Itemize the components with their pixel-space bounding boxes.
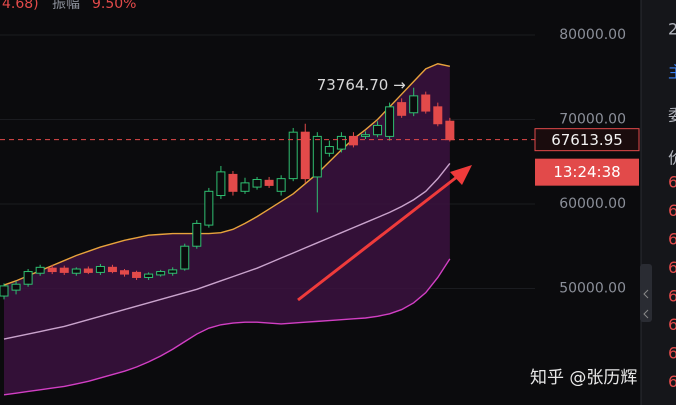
candle-body bbox=[59, 267, 69, 273]
band-line bbox=[3, 163, 451, 340]
candle-body bbox=[228, 173, 238, 192]
side-panel-text: 6 bbox=[668, 230, 676, 249]
candle-body bbox=[23, 271, 33, 285]
candle-body bbox=[361, 134, 370, 137]
candle-body bbox=[95, 265, 105, 273]
side-panel-text: 6 bbox=[668, 258, 676, 277]
side-panel bbox=[641, 0, 676, 405]
candle-body bbox=[276, 178, 286, 192]
y-tick-label: 70000.00 bbox=[559, 112, 626, 128]
candle-body bbox=[409, 95, 419, 114]
candle-body bbox=[288, 131, 298, 180]
candle-body bbox=[35, 266, 45, 274]
candle-body bbox=[156, 271, 166, 276]
arrow-shaft bbox=[297, 171, 463, 302]
side-panel-text: 6 bbox=[668, 287, 676, 306]
scroll-button[interactable] bbox=[640, 264, 652, 322]
side-panel-text: 6 bbox=[668, 344, 676, 363]
candle-body bbox=[180, 245, 190, 270]
candle-body bbox=[107, 266, 117, 273]
arrow-head bbox=[450, 165, 472, 185]
candle-body bbox=[168, 269, 178, 274]
candle-body bbox=[348, 135, 358, 146]
candle-body bbox=[324, 146, 334, 154]
candle-body bbox=[83, 268, 93, 273]
candle-body bbox=[252, 178, 262, 188]
y-tick-label: 60000.00 bbox=[559, 196, 626, 212]
candle-body bbox=[0, 285, 9, 297]
header-change: 4.68) bbox=[2, 0, 39, 12]
plot bbox=[0, 34, 535, 396]
candle-body bbox=[312, 135, 322, 178]
countdown: 13:24:38 bbox=[553, 163, 620, 181]
countdown-box bbox=[535, 158, 639, 186]
candle-body bbox=[336, 135, 346, 150]
candle-body bbox=[216, 171, 226, 197]
candle-body bbox=[204, 190, 214, 226]
side-panel-text: 6 bbox=[668, 201, 676, 220]
candle-body bbox=[71, 268, 81, 274]
watermark: 知乎 @张历辉 bbox=[530, 368, 637, 388]
candle-body bbox=[373, 124, 383, 136]
header-amplitude: 9.50% bbox=[92, 0, 136, 12]
candle-body bbox=[385, 106, 395, 137]
side-panel-text: 6 bbox=[668, 315, 676, 334]
side-panel-text: 委 bbox=[668, 106, 676, 125]
candle-body bbox=[264, 179, 274, 186]
side-panel-text: 6 bbox=[668, 173, 676, 192]
candle-body bbox=[433, 106, 443, 125]
last-price-box bbox=[534, 128, 640, 152]
peak-label: 73764.70 → bbox=[317, 76, 406, 94]
header-amplitude-label: 振幅 bbox=[52, 0, 80, 12]
y-tick-label: 50000.00 bbox=[559, 280, 626, 296]
band-line bbox=[3, 63, 450, 286]
candle-body bbox=[397, 102, 407, 116]
candle-body bbox=[47, 267, 57, 273]
candle-body bbox=[421, 94, 431, 112]
candle-body bbox=[132, 271, 142, 278]
candle-body bbox=[300, 131, 310, 180]
candle-body bbox=[120, 270, 129, 275]
candle-body bbox=[11, 283, 21, 291]
y-tick-label: 80000.00 bbox=[559, 27, 626, 43]
candle-body bbox=[144, 273, 154, 278]
last-price-label: 67613.95 bbox=[551, 131, 623, 149]
candle-body bbox=[445, 120, 455, 141]
side-panel-text: 主 bbox=[668, 63, 676, 82]
candle-body bbox=[240, 182, 250, 192]
candle-body bbox=[192, 222, 202, 247]
side-panel-text: 2 bbox=[668, 20, 676, 39]
side-panel-text: 价 bbox=[668, 149, 676, 168]
band-line bbox=[3, 258, 451, 396]
scroll-icon bbox=[643, 289, 649, 319]
side-panel-text: 6 bbox=[668, 372, 676, 391]
